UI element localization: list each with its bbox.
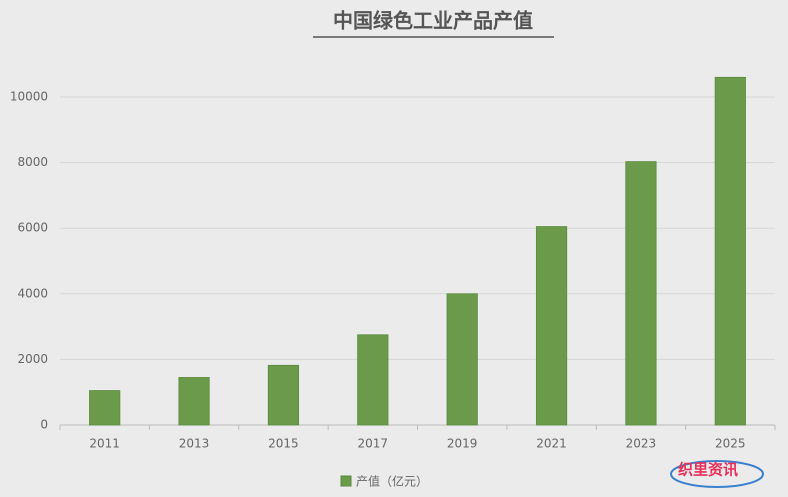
x-tick-label: 2017 [358, 437, 389, 451]
legend-label: 产值（亿元） [356, 474, 428, 489]
y-tick-label: 4000 [17, 286, 48, 300]
bar [625, 161, 657, 426]
x-tick-label: 2013 [179, 437, 210, 451]
y-tick-label: 2000 [17, 352, 48, 366]
x-tick-label: 2019 [447, 437, 478, 451]
x-tick-label: 2011 [89, 437, 120, 451]
bar [89, 390, 121, 426]
x-tick-label: 2025 [715, 437, 746, 451]
y-tick-label: 6000 [17, 221, 48, 235]
y-tick-label: 8000 [17, 155, 48, 169]
y-tick-label: 10000 [10, 90, 48, 104]
x-tick-label: 2015 [268, 437, 299, 451]
bar [267, 364, 300, 426]
legend-swatch [340, 475, 352, 487]
bar [446, 293, 478, 426]
x-tick-label: 2023 [626, 437, 657, 451]
watermark: 织里资讯 [678, 461, 738, 479]
bar [357, 334, 389, 426]
x-tick-label: 2021 [536, 437, 567, 451]
bar [178, 377, 210, 426]
bar [714, 76, 746, 426]
y-tick-label: 0 [40, 418, 48, 432]
watermark-logo [670, 460, 764, 488]
bar [535, 226, 568, 426]
chart-title: 中国绿色工业产品产值 [333, 9, 533, 33]
